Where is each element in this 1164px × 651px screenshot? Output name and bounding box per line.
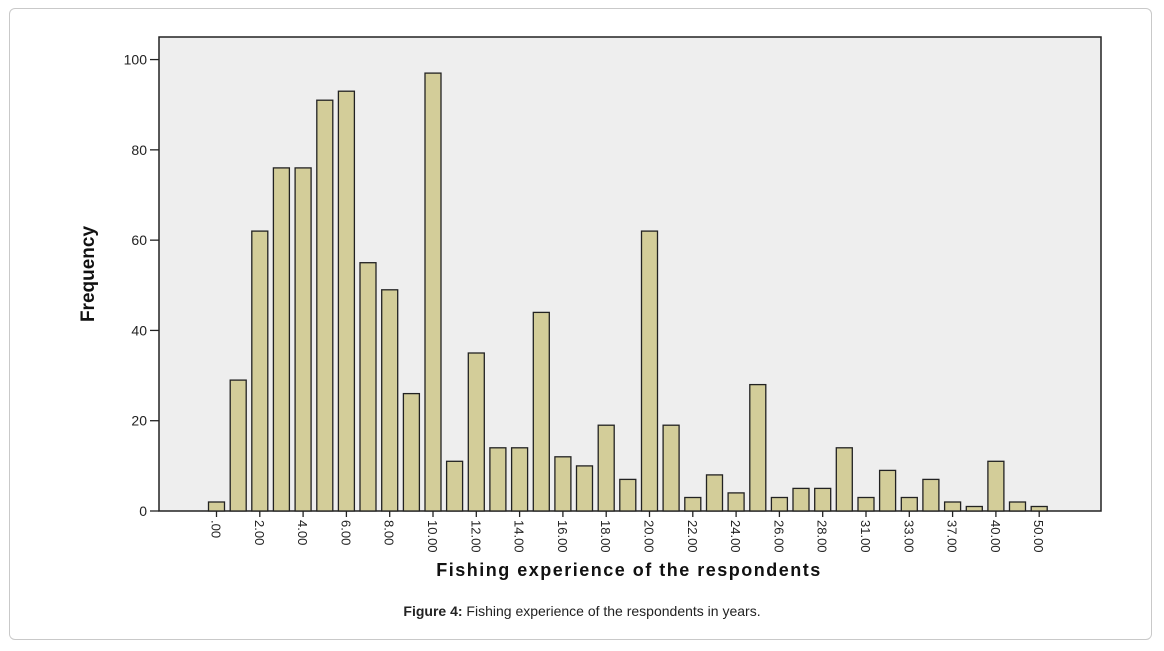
bar-30.00 (835, 447, 853, 512)
y-tick-label: 100 (124, 52, 148, 68)
bar-8.00 (381, 289, 399, 512)
bar-20.00 (640, 230, 659, 512)
bar-18.00 (597, 424, 615, 512)
bar-1.00 (229, 379, 247, 512)
x-tick-label: 22.00 (685, 520, 700, 553)
bar-25.00 (749, 383, 767, 512)
bar-21.00 (662, 424, 680, 512)
x-tick-label: 8.00 (382, 520, 397, 545)
x-tick-label: 31.00 (858, 520, 873, 553)
bar-4.00 (294, 167, 312, 512)
bar-28.00 (814, 487, 832, 512)
bar-35.00 (922, 478, 940, 512)
x-tick-label: 16.00 (555, 520, 570, 553)
caption-label: Figure 4: (403, 603, 463, 619)
bar-31.00 (857, 496, 875, 512)
bar-14.00 (510, 447, 529, 512)
bar-24.00 (727, 492, 745, 512)
bar-17.00 (575, 465, 594, 512)
bar-7.00 (359, 262, 377, 512)
bar-13.00 (489, 447, 507, 512)
bar-26.00 (770, 496, 789, 512)
x-tick-label: 12.00 (468, 520, 483, 553)
bar-5.00 (316, 99, 334, 512)
bar-2.00 (251, 230, 269, 512)
x-tick-label: 40.00 (988, 520, 1003, 553)
x-tick-label: 33.00 (901, 520, 916, 553)
y-tick-label: 40 (131, 322, 147, 338)
y-tick-label: 60 (131, 232, 147, 248)
x-axis-label: Fishing experience of the respondents (436, 560, 822, 580)
bar-23.00 (705, 474, 724, 512)
bar-10.00 (424, 72, 442, 512)
plot-area (158, 36, 1102, 512)
bar-27.00 (792, 487, 810, 512)
bar-32.00 (878, 469, 897, 512)
bar-40.00 (987, 460, 1005, 512)
bar-6.00 (337, 90, 356, 512)
x-tick-label: .00 (209, 520, 224, 538)
x-tick-label: 20.00 (642, 520, 657, 553)
caption-text: Fishing experience of the respondents in… (462, 603, 761, 619)
x-tick-label: 24.00 (728, 520, 743, 553)
bar-3.00 (272, 167, 291, 512)
bar-38.00 (965, 505, 983, 512)
y-tick-label: 80 (131, 142, 147, 158)
x-tick-label: 2.00 (252, 520, 267, 545)
histogram-chart: 0 20 40 60 80 100 .00 2.00 4.00 6.00 8.00 10.00 12.… (78, 36, 1102, 580)
x-tick-label: 28.00 (815, 520, 830, 553)
bar-9.00 (402, 392, 421, 512)
bar-19.00 (619, 478, 637, 512)
x-tick-label: 4.00 (295, 520, 310, 545)
bar-11.00 (445, 460, 464, 512)
x-tick-label: 14.00 (512, 520, 527, 553)
x-tick-label: 18.00 (598, 520, 613, 553)
bar-.00 (207, 501, 226, 512)
x-tick-label: 50.00 (1031, 520, 1046, 553)
y-tick-label: 20 (131, 413, 147, 429)
bar-45.00 (1008, 501, 1027, 512)
bar-12.00 (467, 352, 485, 512)
x-tick-label: 10.00 (425, 520, 440, 553)
x-tick-label: 6.00 (338, 520, 353, 545)
figure-frame (9, 8, 1152, 640)
figure-caption: Figure 4: Fishing experience of the resp… (0, 603, 1164, 619)
y-axis-label: Frequency (78, 226, 99, 323)
bar-22.00 (684, 496, 702, 512)
x-tick-label: 26.00 (771, 520, 786, 553)
bar-15.00 (532, 311, 550, 512)
bar-16.00 (554, 456, 572, 512)
bar-50.00 (1030, 505, 1048, 512)
y-tick-label: 0 (139, 503, 147, 519)
bar-33.00 (900, 496, 918, 512)
bar-37.00 (943, 501, 962, 512)
x-tick-label: 37.00 (945, 520, 960, 553)
